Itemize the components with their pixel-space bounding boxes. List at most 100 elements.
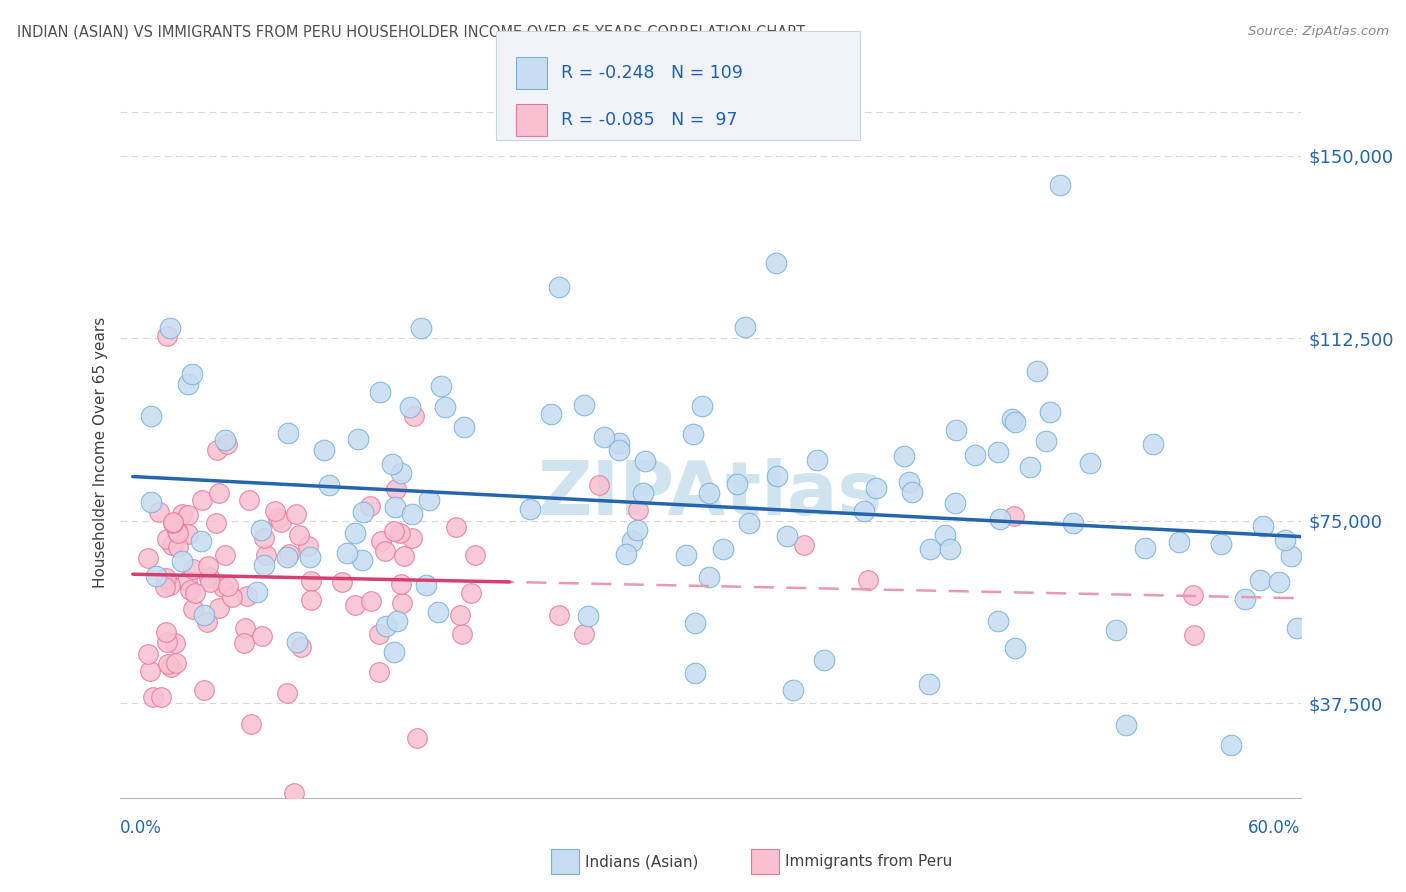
Point xyxy=(156,635,179,649)
Point xyxy=(389,467,412,481)
Point xyxy=(267,510,290,524)
Point xyxy=(988,512,1011,526)
Point xyxy=(765,256,787,270)
Point xyxy=(934,528,956,542)
Point xyxy=(233,621,256,635)
Point xyxy=(160,660,183,674)
Point xyxy=(621,534,644,549)
Point xyxy=(214,548,236,562)
Point xyxy=(193,683,215,698)
Point xyxy=(215,436,238,450)
Point xyxy=(374,544,396,558)
Text: ZIPAtlas: ZIPAtlas xyxy=(537,458,883,531)
Point xyxy=(156,532,179,546)
Point xyxy=(238,493,260,508)
Point xyxy=(1234,591,1257,606)
Point xyxy=(166,524,188,538)
Point xyxy=(221,591,243,605)
Point xyxy=(852,504,875,518)
Point xyxy=(276,549,298,564)
Point xyxy=(177,508,200,523)
Point xyxy=(1251,519,1274,533)
Point xyxy=(464,549,486,563)
Point xyxy=(159,321,181,335)
Point xyxy=(918,542,941,557)
Point xyxy=(418,492,440,507)
Point xyxy=(391,596,413,610)
Point xyxy=(901,484,924,499)
Point xyxy=(160,538,183,552)
Point xyxy=(987,614,1010,628)
Point xyxy=(181,561,204,575)
Point xyxy=(1209,536,1232,550)
Point xyxy=(384,500,406,514)
Point xyxy=(382,645,405,659)
Point xyxy=(156,329,179,343)
Point xyxy=(148,505,170,519)
Point xyxy=(250,629,273,643)
Point xyxy=(1133,541,1156,555)
Point xyxy=(576,609,599,624)
Point xyxy=(519,501,541,516)
Point xyxy=(627,503,650,517)
Point xyxy=(136,550,159,565)
Point xyxy=(330,575,353,590)
Point xyxy=(813,653,835,667)
Point xyxy=(1019,459,1042,474)
Point xyxy=(683,616,706,631)
Point xyxy=(893,450,915,464)
Point xyxy=(162,516,184,530)
Point xyxy=(240,717,263,731)
Point xyxy=(139,409,162,424)
Point xyxy=(782,683,804,698)
Point xyxy=(572,398,595,412)
Point xyxy=(375,619,398,633)
Point xyxy=(406,731,429,745)
Point xyxy=(1038,405,1060,419)
Point xyxy=(588,477,610,491)
Point xyxy=(217,579,239,593)
Point xyxy=(675,548,697,562)
Point xyxy=(285,508,308,522)
Point xyxy=(389,577,412,591)
Point xyxy=(385,483,408,497)
Point xyxy=(193,607,215,622)
Point xyxy=(184,586,207,600)
Point xyxy=(167,526,190,541)
Point xyxy=(634,454,657,468)
Point xyxy=(697,486,720,500)
Point xyxy=(865,482,887,496)
Point xyxy=(368,627,391,641)
Point xyxy=(165,657,187,671)
Point xyxy=(1049,178,1071,192)
Point xyxy=(734,320,756,334)
Point xyxy=(898,475,921,489)
Point xyxy=(207,601,229,615)
Point xyxy=(207,486,229,500)
Point xyxy=(142,690,165,704)
Point xyxy=(401,507,423,521)
Point xyxy=(198,575,221,590)
Point xyxy=(1105,623,1128,637)
Point xyxy=(426,605,449,619)
Point xyxy=(945,423,967,437)
Point xyxy=(1004,415,1026,429)
Point xyxy=(451,627,474,641)
Point xyxy=(139,664,162,678)
Point xyxy=(685,665,707,680)
Point xyxy=(360,594,382,608)
Point xyxy=(254,548,277,562)
Point xyxy=(1181,588,1204,602)
Point xyxy=(246,585,269,599)
Point xyxy=(336,546,359,560)
Text: Source: ZipAtlas.com: Source: ZipAtlas.com xyxy=(1249,25,1389,38)
Point xyxy=(404,409,426,423)
Point xyxy=(1001,412,1024,426)
Point xyxy=(155,580,177,594)
Point xyxy=(388,525,411,540)
Point xyxy=(614,547,637,561)
Point xyxy=(1168,535,1191,549)
Point xyxy=(343,526,366,541)
Point xyxy=(725,476,748,491)
Point xyxy=(918,677,941,691)
